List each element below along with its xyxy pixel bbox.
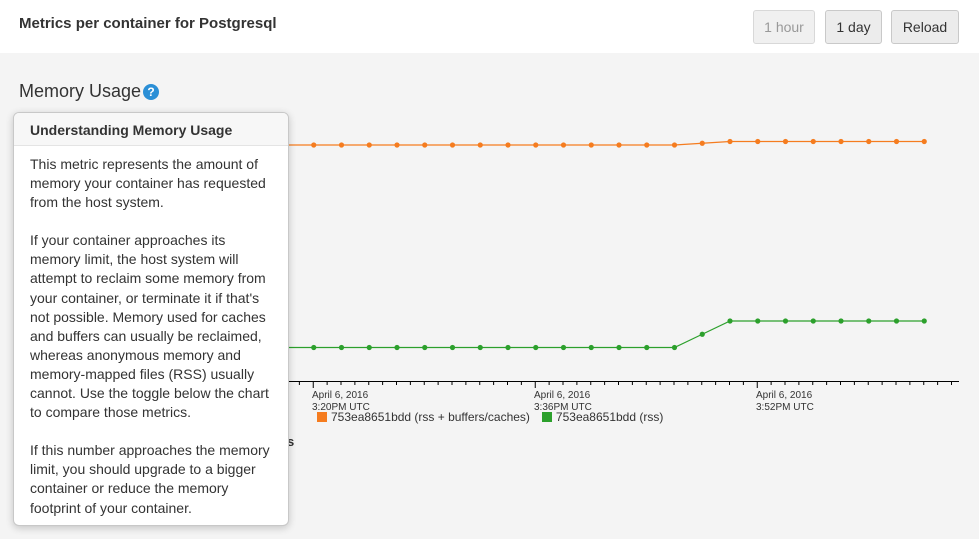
data-point[interactable] (782, 318, 789, 324)
popover-body: This metric represents the amount of mem… (14, 146, 288, 518)
data-point[interactable] (810, 138, 816, 145)
reload-button[interactable]: Reload (891, 10, 959, 44)
x-tick-label-date: April 6, 2016 (756, 390, 813, 401)
series-line (175, 320, 925, 349)
data-point[interactable] (560, 344, 567, 351)
data-point[interactable] (671, 142, 678, 148)
data-point[interactable] (838, 318, 844, 324)
data-point[interactable] (866, 138, 872, 145)
data-point[interactable] (616, 344, 622, 351)
data-point[interactable] (893, 318, 900, 324)
legend-swatch-green (541, 412, 552, 422)
x-tick-label-time: 3:36PM UTC (534, 402, 592, 413)
x-tick-label-time: 3:20PM UTC (312, 402, 370, 413)
data-point[interactable] (588, 142, 594, 148)
data-point[interactable] (616, 142, 622, 148)
chart-legend: 753ea8651bdd (rss + buffers/caches) 753e… (317, 410, 675, 424)
data-point[interactable] (422, 344, 428, 351)
data-point[interactable] (366, 142, 372, 148)
data-point[interactable] (727, 138, 733, 145)
data-point[interactable] (449, 142, 456, 148)
page-title: Metrics per container for Postgresql (19, 15, 277, 32)
data-point[interactable] (699, 331, 705, 337)
data-point[interactable] (533, 142, 539, 148)
one-hour-button[interactable]: 1 hour (753, 10, 815, 44)
data-point[interactable] (810, 318, 816, 324)
data-point[interactable] (893, 138, 900, 145)
legend-item-rss[interactable]: 753ea8651bdd (rss) (541, 410, 664, 424)
data-point[interactable] (422, 142, 428, 148)
legend-label: 753ea8651bdd (rss + buffers/caches) (331, 410, 530, 424)
data-point[interactable] (921, 318, 927, 324)
data-point[interactable] (838, 138, 844, 145)
occluded-label-fragment: s (287, 434, 295, 449)
data-point[interactable] (644, 344, 650, 351)
x-tick-label-time: 3:52PM UTC (756, 402, 814, 413)
memory-usage-help-popover: Understanding Memory Usage This metric r… (13, 112, 289, 526)
data-point[interactable] (366, 344, 372, 351)
legend-label: 753ea8651bdd (rss) (555, 410, 664, 424)
data-point[interactable] (533, 344, 539, 351)
data-point[interactable] (782, 138, 789, 145)
data-point[interactable] (311, 142, 317, 148)
data-point[interactable] (477, 344, 483, 351)
top-bar: Metrics per container for Postgresql 1 h… (0, 0, 979, 53)
popover-title: Understanding Memory Usage (14, 113, 288, 146)
data-point[interactable] (338, 142, 345, 148)
data-point[interactable] (921, 138, 927, 145)
data-point[interactable] (560, 142, 567, 148)
help-icon[interactable]: ? (143, 84, 159, 100)
data-point[interactable] (866, 318, 872, 324)
memory-usage-title: Memory Usage (19, 81, 142, 101)
popover-paragraph: If your container approaches its memory … (30, 232, 269, 421)
data-point[interactable] (311, 344, 317, 351)
legend-swatch-orange (317, 412, 327, 422)
data-point[interactable] (477, 142, 483, 148)
popover-paragraph: This metric represents the amount of mem… (30, 156, 266, 211)
popover-paragraph: If this number approaches the memory lim… (30, 442, 270, 516)
data-point[interactable] (394, 142, 400, 148)
data-point[interactable] (588, 344, 594, 351)
series-line (175, 140, 925, 146)
x-tick-label-date: April 6, 2016 (312, 390, 369, 401)
data-point[interactable] (449, 344, 456, 351)
data-point[interactable] (505, 142, 511, 148)
data-point[interactable] (644, 142, 650, 148)
data-point[interactable] (505, 344, 511, 351)
data-point[interactable] (755, 318, 761, 324)
data-point[interactable] (755, 138, 761, 145)
x-tick-label-date: April 6, 2016 (534, 390, 591, 401)
x-axis (160, 381, 959, 388)
legend-item-rss-buffers[interactable]: 753ea8651bdd (rss + buffers/caches) (317, 410, 530, 424)
data-point[interactable] (338, 344, 345, 351)
one-day-button[interactable]: 1 day (825, 10, 882, 44)
data-point[interactable] (727, 318, 733, 324)
data-point[interactable] (671, 344, 678, 351)
data-point[interactable] (699, 140, 705, 146)
data-point[interactable] (394, 344, 400, 351)
